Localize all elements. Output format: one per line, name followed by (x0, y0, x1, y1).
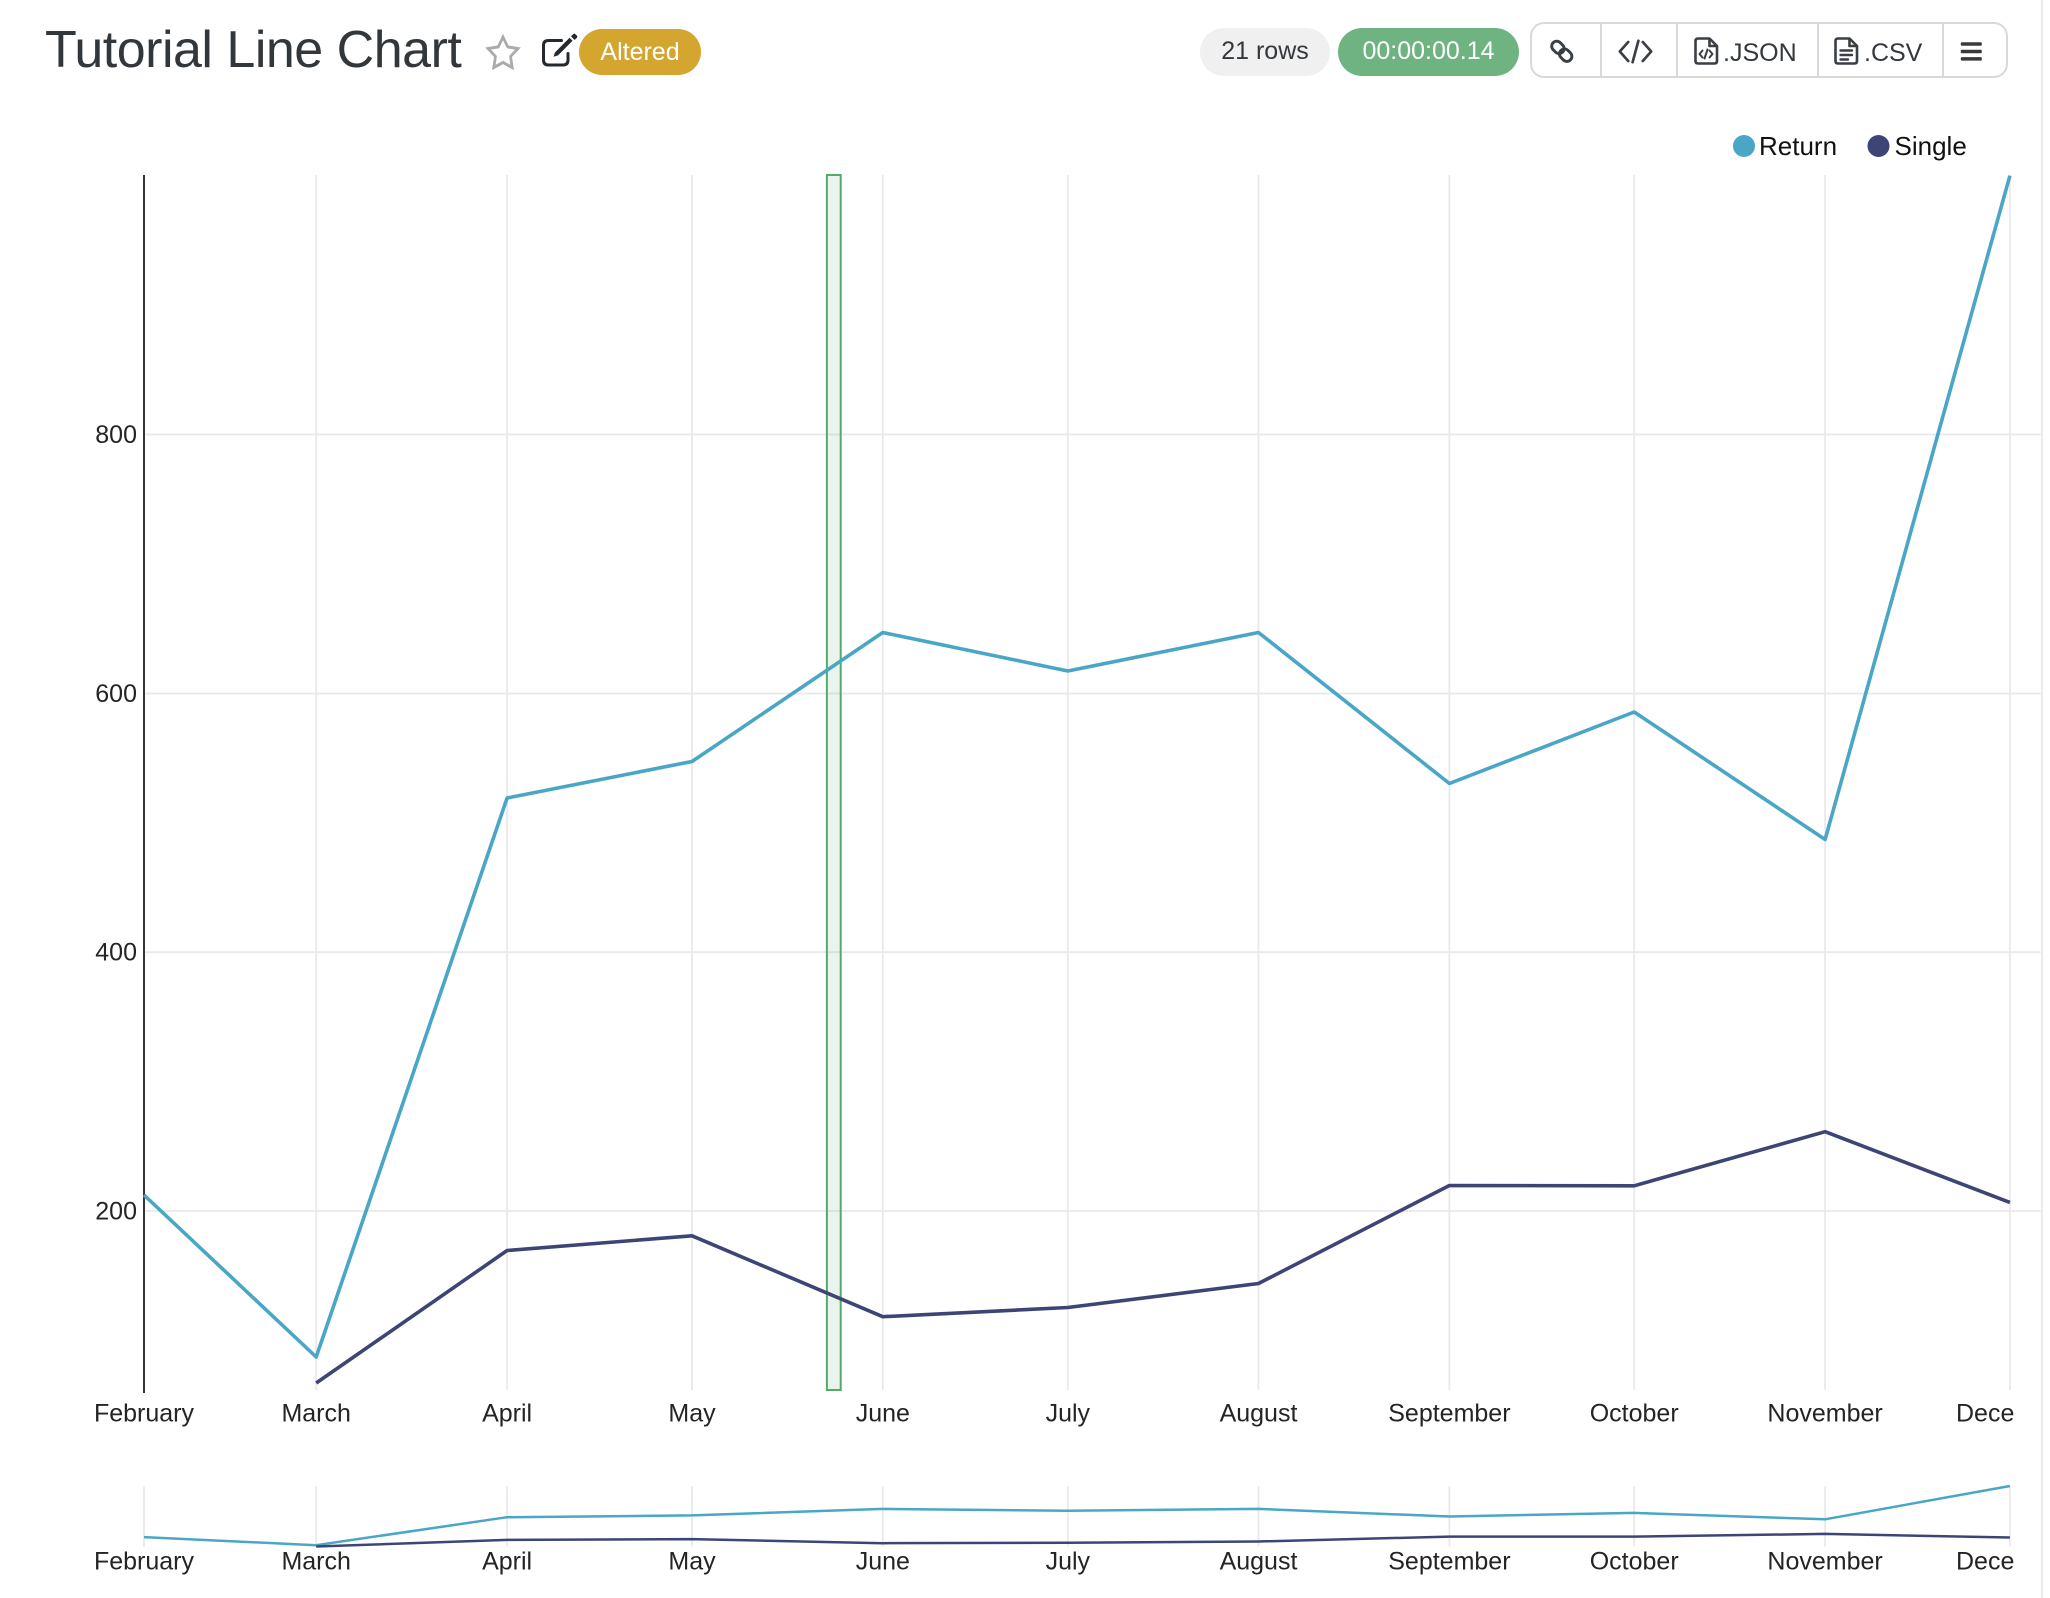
svg-text:November: November (1767, 1548, 1882, 1576)
svg-text:Dece: Dece (1956, 1400, 2014, 1428)
svg-text:May: May (668, 1400, 716, 1428)
svg-text:April: April (482, 1548, 532, 1576)
svg-text:September: September (1388, 1400, 1510, 1428)
svg-text:June: June (856, 1548, 910, 1576)
svg-text:March: March (281, 1548, 350, 1576)
svg-text:February: February (94, 1548, 195, 1576)
svg-text:August: August (1220, 1548, 1298, 1576)
svg-text:Single: Single (1895, 131, 1967, 161)
svg-text:400: 400 (95, 939, 137, 967)
svg-text:February: February (94, 1400, 195, 1428)
svg-text:800: 800 (95, 421, 137, 449)
svg-text:September: September (1388, 1548, 1510, 1576)
svg-text:July: July (1046, 1548, 1091, 1576)
svg-text:July: July (1046, 1400, 1091, 1428)
svg-text:October: October (1590, 1400, 1679, 1428)
svg-text:March: March (281, 1400, 350, 1428)
svg-text:April: April (482, 1400, 532, 1428)
svg-text:August: August (1220, 1400, 1298, 1428)
svg-text:November: November (1767, 1400, 1882, 1428)
svg-text:June: June (856, 1400, 910, 1428)
svg-text:October: October (1590, 1548, 1679, 1576)
svg-text:600: 600 (95, 680, 137, 708)
svg-text:200: 200 (95, 1198, 137, 1226)
svg-text:Return: Return (1759, 131, 1837, 161)
svg-text:.CSV: .CSV (1864, 39, 1923, 67)
svg-text:.JSON: .JSON (1723, 39, 1797, 67)
svg-text:May: May (668, 1548, 716, 1576)
svg-text:Dece: Dece (1956, 1548, 2014, 1576)
